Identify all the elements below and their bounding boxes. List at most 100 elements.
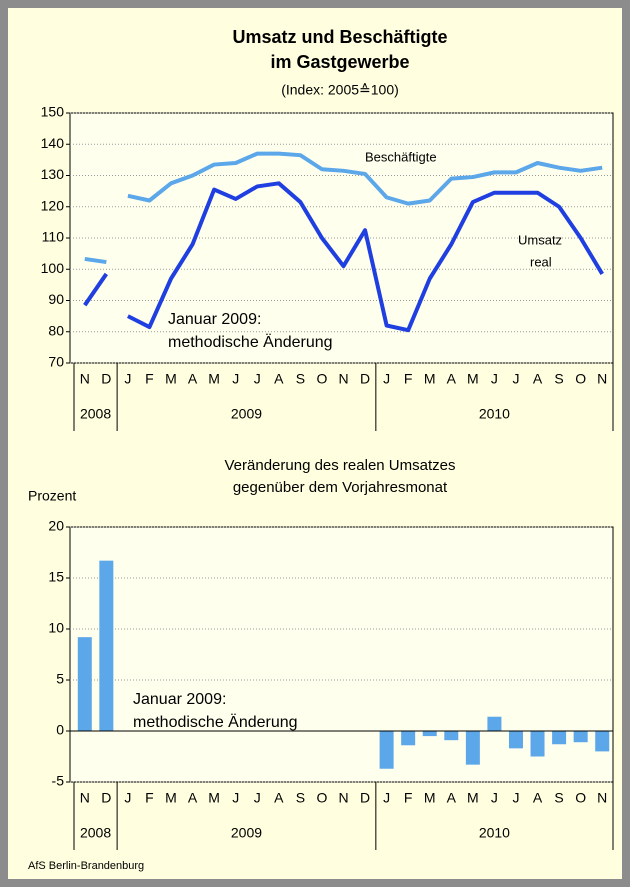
y-tick-label: 140 (41, 135, 65, 151)
line-series (127, 151, 603, 206)
annotation: real (530, 254, 552, 269)
x-tick-label: F (145, 790, 154, 806)
bar (508, 731, 523, 749)
bar (573, 731, 588, 743)
line-series (83, 272, 108, 307)
x-tick-label: A (274, 790, 284, 806)
y-tick-label: 10 (48, 620, 64, 636)
annotation: methodische Änderung (168, 333, 333, 351)
x-tick-label: M (424, 790, 436, 806)
bar (379, 731, 394, 769)
bar (487, 716, 502, 731)
x-tick-label: N (597, 371, 607, 387)
bar (401, 731, 416, 746)
x-tick-label: M (467, 371, 479, 387)
x-group-label: 2010 (479, 825, 510, 841)
x-tick-label: N (338, 371, 348, 387)
x-tick-label: S (296, 371, 305, 387)
x-tick-label: A (274, 371, 284, 387)
chart-title: Veränderung des realen Umsatzes (225, 457, 456, 474)
bar (465, 731, 480, 765)
x-tick-label: J (491, 371, 498, 387)
x-tick-label: D (360, 371, 370, 387)
x-tick-label: S (554, 371, 563, 387)
source: AfS Berlin-Brandenburg (28, 860, 144, 872)
y-tick-label: 20 (48, 518, 64, 534)
x-tick-label: J (383, 790, 390, 806)
y-tick-label: 120 (41, 197, 65, 213)
x-group-label: 2008 (80, 825, 111, 841)
chart-title: Umsatz und Beschäftigte (232, 27, 447, 47)
line-series (84, 256, 107, 265)
x-tick-label: N (338, 790, 348, 806)
bar (444, 731, 459, 741)
y-tick-label: 110 (42, 229, 65, 245)
line-series (126, 181, 604, 333)
chart-subtitle: (Index: 2005≙100) (281, 82, 399, 98)
y-tick-label: 130 (41, 166, 65, 182)
x-tick-label: A (533, 790, 543, 806)
x-tick-label: N (80, 790, 90, 806)
x-tick-label: J (383, 371, 390, 387)
y-tick-label: 90 (48, 291, 64, 307)
x-tick-label: D (101, 790, 111, 806)
x-tick-label: J (512, 790, 519, 806)
x-tick-label: O (575, 790, 586, 806)
annotation: Januar 2009: (133, 691, 226, 708)
x-group-label: 2010 (479, 406, 510, 422)
annotation: methodische Änderung (133, 713, 298, 731)
y-tick-label: -5 (52, 773, 65, 789)
x-tick-label: J (254, 790, 261, 806)
x-group-label: 2009 (231, 406, 262, 422)
x-tick-label: S (296, 790, 305, 806)
x-tick-label: J (124, 790, 131, 806)
x-tick-label: A (447, 790, 457, 806)
x-tick-label: J (232, 371, 239, 387)
x-tick-label: D (101, 371, 111, 387)
bar (552, 731, 567, 745)
x-tick-label: A (188, 790, 198, 806)
bar (77, 637, 92, 731)
x-tick-label: O (575, 371, 586, 387)
annotation: Umsatz (518, 232, 562, 247)
x-tick-label: F (404, 790, 413, 806)
chart-title: gegenüber dem Vorjahresmonat (233, 479, 448, 496)
x-tick-label: S (554, 790, 563, 806)
y-axis-label: Prozent (28, 488, 76, 504)
x-tick-label: N (597, 790, 607, 806)
y-tick-label: 100 (41, 260, 65, 276)
x-tick-label: M (467, 790, 479, 806)
x-tick-label: M (424, 371, 436, 387)
x-group-label: 2008 (80, 406, 111, 422)
x-tick-label: J (512, 371, 519, 387)
x-tick-label: M (208, 790, 220, 806)
bar (530, 731, 545, 757)
x-tick-label: J (124, 371, 131, 387)
x-tick-label: M (165, 371, 177, 387)
x-tick-label: J (232, 790, 239, 806)
annotation: Beschäftigte (365, 149, 437, 164)
x-tick-label: F (145, 371, 154, 387)
x-tick-label: F (404, 371, 413, 387)
y-tick-label: 150 (41, 104, 65, 120)
x-tick-label: D (360, 790, 370, 806)
x-tick-label: A (188, 371, 198, 387)
y-tick-label: 0 (56, 722, 64, 738)
x-tick-label: M (165, 790, 177, 806)
y-tick-label: 80 (48, 322, 64, 338)
bar (422, 731, 437, 737)
x-tick-label: O (316, 790, 327, 806)
annotation: Januar 2009: (168, 311, 261, 328)
y-tick-label: 5 (56, 671, 64, 687)
x-tick-label: J (254, 371, 261, 387)
x-tick-label: A (447, 371, 457, 387)
x-tick-label: M (208, 371, 220, 387)
y-tick-label: 70 (48, 354, 64, 370)
chart-title: im Gastgewerbe (270, 52, 409, 72)
x-group-label: 2009 (231, 825, 262, 841)
x-tick-label: O (316, 371, 327, 387)
x-tick-label: N (80, 371, 90, 387)
x-tick-label: J (491, 790, 498, 806)
